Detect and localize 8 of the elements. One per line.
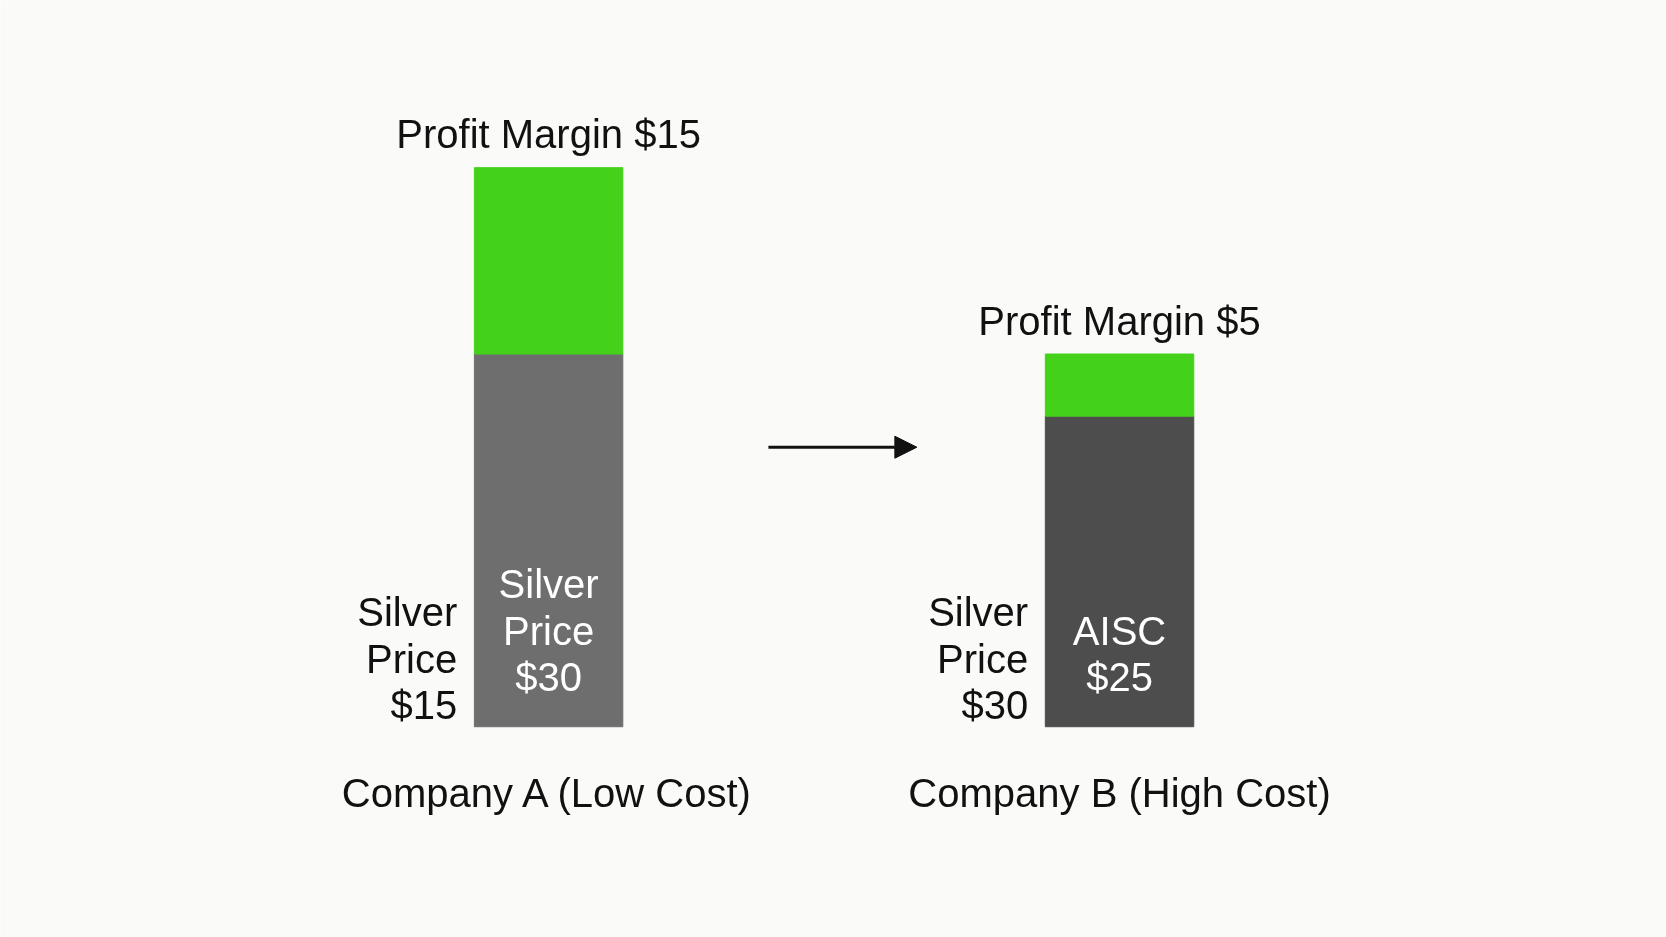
data-label: Profit Margin $5	[978, 298, 1261, 343]
x-tick-label: Company A (Low Cost)	[341, 771, 751, 816]
data-label: Silver Price $30	[498, 562, 599, 699]
annotation: Silver Price $30	[928, 590, 1029, 727]
data-label: Profit Margin $15	[396, 112, 701, 157]
annotation: Silver Price $15	[357, 590, 458, 727]
x-tick-label: Company B (High Cost)	[908, 771, 1331, 816]
data-label: AISC $25	[1072, 608, 1167, 699]
